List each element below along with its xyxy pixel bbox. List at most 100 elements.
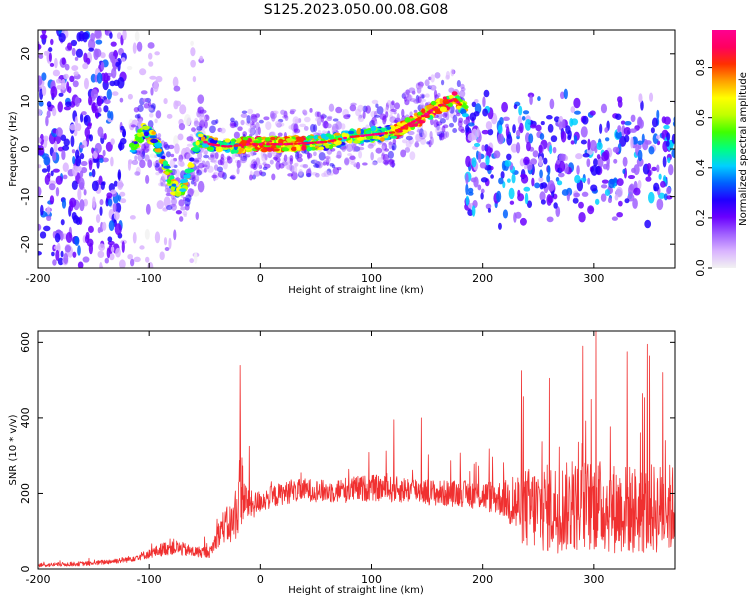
spectral-cell — [310, 123, 316, 133]
spectral-cell — [596, 141, 603, 151]
spectral-cell — [38, 145, 45, 156]
spectral-cell — [637, 149, 643, 162]
spectral-cell — [72, 251, 77, 258]
spectral-cell — [307, 146, 313, 151]
spectral-cell — [187, 168, 195, 173]
spectral-cell — [552, 146, 557, 154]
spectral-cell — [177, 133, 184, 141]
spectral-cell — [573, 97, 581, 109]
spectral-cell — [62, 145, 70, 151]
spectral-cell — [41, 72, 47, 81]
spectral-cell — [558, 172, 565, 178]
spectral-cell — [106, 247, 111, 259]
spectral-cell — [506, 178, 511, 183]
spectral-cell — [416, 85, 423, 89]
spectral-cell — [94, 48, 102, 58]
spectral-cell — [578, 201, 584, 209]
spectral-cell — [62, 162, 69, 173]
colorbar-tick-label: 0.8 — [694, 59, 707, 77]
spectral-peak-cell — [391, 131, 396, 134]
spectral-cell — [587, 205, 595, 215]
spectral-cell — [460, 83, 465, 89]
spectral-cell — [604, 137, 610, 142]
spectral-cell — [547, 165, 551, 176]
spectral-cell — [603, 149, 610, 161]
spectral-cell — [636, 157, 644, 167]
spectral-cell — [666, 140, 670, 147]
spectral-cell — [574, 174, 581, 184]
spectral-cell — [607, 197, 612, 204]
x-tick-label: 200 — [472, 573, 493, 586]
spectral-cell — [508, 187, 515, 200]
spectral-cell — [216, 166, 224, 173]
spectral-cell — [170, 153, 175, 158]
spectral-cell — [77, 261, 84, 268]
spectral-cell — [313, 163, 320, 168]
spectral-cell — [363, 139, 371, 143]
spectral-cell — [611, 216, 618, 221]
spectral-cell — [231, 152, 236, 160]
spectral-cell — [70, 135, 75, 148]
spectral-cell — [211, 174, 218, 179]
spectral-cell — [668, 164, 674, 176]
spectral-cell — [38, 186, 42, 197]
spectral-cell — [213, 137, 219, 141]
spectral-cell — [132, 42, 137, 54]
spectral-cell — [107, 198, 113, 207]
spectral-cell — [498, 177, 504, 185]
spectral-cell — [299, 123, 307, 128]
spectral-cell — [69, 75, 75, 83]
colorbar-tick-label: 0.4 — [694, 159, 707, 177]
spectral-cell — [178, 123, 186, 131]
spectral-cell — [442, 112, 448, 118]
spectral-cell — [303, 116, 311, 123]
spectral-cell — [88, 225, 94, 233]
spectral-cell — [547, 195, 554, 204]
spectral-cell — [406, 93, 412, 102]
spectral-cell — [355, 108, 362, 117]
spectral-cell — [387, 99, 392, 106]
spectral-cell — [54, 57, 58, 69]
spectral-cell — [658, 173, 662, 180]
spectral-cell — [75, 165, 83, 172]
spectral-cell — [207, 156, 215, 160]
spectral-peak-cell — [307, 141, 312, 145]
spectral-cell — [376, 106, 384, 115]
spectral-cell — [573, 110, 581, 115]
spectral-cell — [429, 85, 435, 89]
spectral-cell — [455, 112, 461, 117]
spectral-cell — [445, 70, 450, 80]
spectral-cell — [617, 96, 623, 103]
spectral-cell — [602, 163, 608, 170]
spectral-cell — [596, 154, 601, 160]
y-tick-label: 10 — [19, 94, 32, 108]
y-tick-label: 600 — [19, 332, 32, 353]
spectral-cell — [656, 164, 660, 173]
spectral-cell — [531, 177, 535, 187]
spectral-peak-cell — [349, 135, 354, 139]
spectral-cell — [546, 174, 551, 183]
spectral-cell — [656, 109, 660, 120]
spectral-cell — [117, 169, 122, 181]
spectral-cell — [163, 196, 171, 208]
spectral-cell — [71, 149, 76, 154]
snr-frame — [37, 330, 676, 570]
spectral-cell — [138, 119, 143, 125]
spectral-cell — [573, 192, 581, 198]
spectral-cell — [142, 125, 150, 131]
spectral-cell — [201, 160, 206, 167]
spectral-cell — [83, 52, 88, 63]
spectral-cell — [663, 193, 668, 201]
spectral-cell — [512, 124, 516, 134]
spectral-cell — [471, 205, 476, 217]
spectral-cell — [158, 182, 165, 187]
spectral-cell — [380, 137, 385, 142]
spectral-cell — [374, 120, 378, 125]
spectral-cell — [622, 156, 628, 167]
spectral-cell — [358, 150, 363, 159]
spectral-cell — [117, 77, 125, 89]
spectral-cell — [60, 134, 67, 141]
spectral-cell — [144, 228, 150, 240]
x-tick-label: -200 — [26, 573, 51, 586]
spectral-cell — [43, 156, 51, 166]
